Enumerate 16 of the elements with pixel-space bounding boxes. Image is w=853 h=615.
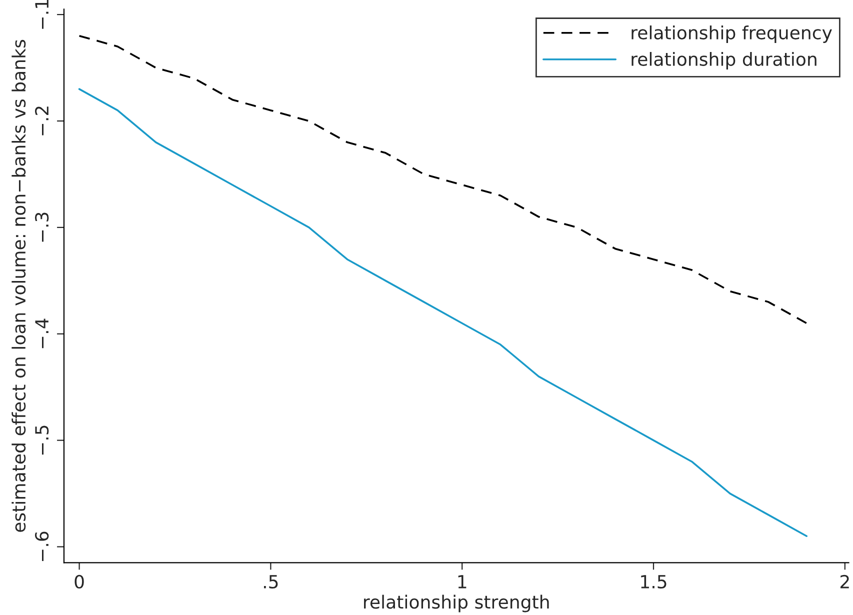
x-tick-label: 2 <box>840 574 849 588</box>
y-tick-label: −.5 <box>35 426 49 455</box>
y-tick-label: −.1 <box>35 0 48 29</box>
legend-label: relationship duration <box>632 52 816 70</box>
y-tick-label: −.6 <box>35 532 49 562</box>
y-tick-label: −.4 <box>35 318 48 348</box>
y-tick-label: −.3 <box>35 212 49 242</box>
line-series <box>78 88 808 538</box>
legend-label: relationship frequency <box>632 25 832 43</box>
y-axis-title: estimated effect on loan volume: non−banks vs banks <box>12 40 26 532</box>
x-axis-title: relationship strength <box>364 594 549 612</box>
x-tick-label: .5 <box>264 575 278 589</box>
x-tick-label: 1.5 <box>641 575 666 589</box>
x-tick-label: 1 <box>458 575 466 588</box>
x-tick-label: 0 <box>74 574 84 589</box>
y-tick-label: −.2 <box>35 106 48 136</box>
